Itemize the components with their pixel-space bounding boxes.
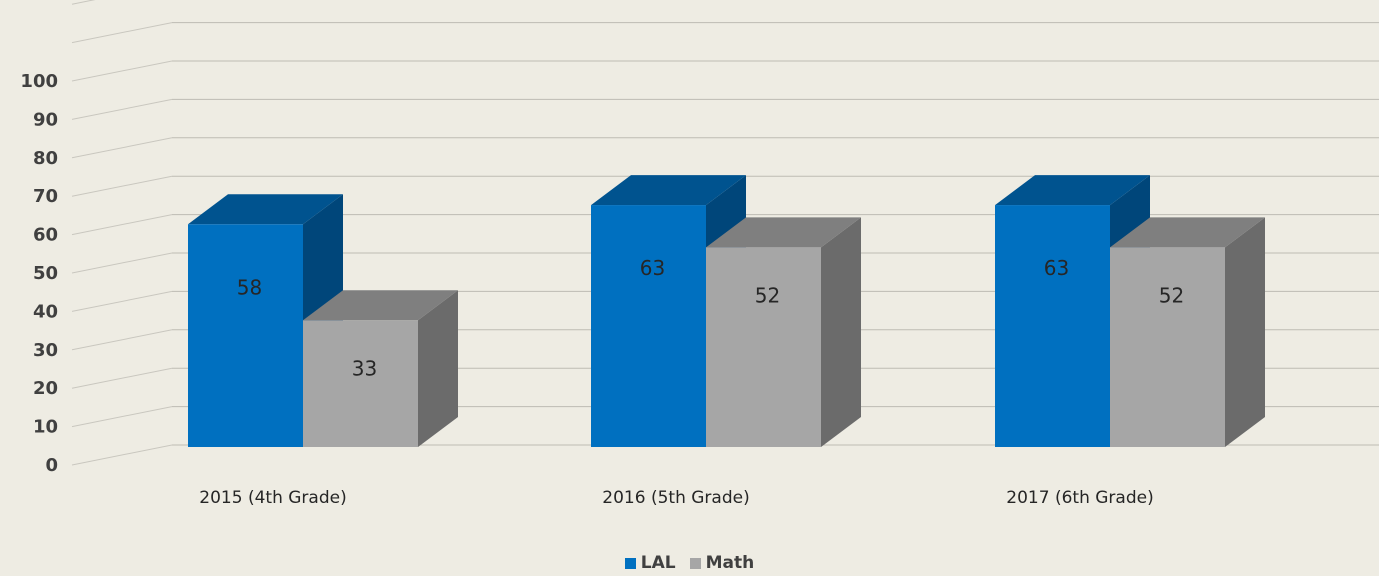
- gridline-side: [71, 367, 173, 389]
- gridline-side: [71, 98, 173, 120]
- data-labels: 58 33 63 52 63 52: [237, 256, 1184, 380]
- y-tick-label: 50: [33, 263, 58, 284]
- legend-label-math: Math: [705, 553, 755, 573]
- legend: LAL Math: [0, 553, 1379, 573]
- y-tick-label: 30: [33, 340, 58, 361]
- x-category-label: 2015 (4th Grade): [199, 488, 346, 508]
- gridline-side: [71, 252, 173, 274]
- bar-math: [1110, 247, 1225, 447]
- gridline-side: [71, 60, 173, 82]
- x-category-label: 2017 (6th Grade): [1006, 488, 1153, 508]
- y-axis-ticks: 0 10 20 30 40 50 60 70 80 90 100: [20, 71, 58, 476]
- bar-lal: [188, 224, 303, 447]
- data-label-lal: 63: [1044, 256, 1069, 280]
- legend-item-lal[interactable]: LAL: [624, 553, 676, 573]
- legend-swatch-math: [689, 557, 701, 569]
- y-tick-label: 10: [33, 417, 58, 438]
- bar-math-top: [1110, 217, 1265, 248]
- x-axis-categories: 2015 (4th Grade) 2016 (5th Grade) 2017 (6t…: [199, 488, 1153, 508]
- gridline-side: [71, 444, 173, 466]
- legend-item-math[interactable]: Math: [689, 553, 755, 573]
- data-label-math: 52: [755, 283, 780, 307]
- gridline-side: [71, 329, 173, 351]
- bar-lal-top: [591, 175, 746, 206]
- gridline-side: [71, 137, 173, 159]
- bar-lal: [995, 205, 1110, 447]
- data-label-math: 52: [1159, 283, 1184, 307]
- y-tick-label: 70: [33, 186, 58, 207]
- x-category-label: 2016 (5th Grade): [602, 488, 749, 508]
- gridline-side: [71, 22, 173, 44]
- gridline-side: [71, 214, 173, 236]
- data-label-math: 33: [352, 356, 377, 380]
- bar-math-side: [821, 217, 861, 447]
- bar-math-side: [418, 290, 458, 447]
- y-tick-label: 0: [45, 455, 58, 476]
- y-tick-label: 80: [33, 148, 58, 169]
- gridline-side: [71, 290, 173, 312]
- gridline-side: [71, 175, 173, 197]
- y-tick-label: 100: [20, 71, 58, 92]
- legend-label-lal: LAL: [640, 553, 676, 573]
- bar-math-top: [706, 217, 861, 248]
- bar-lal-top: [995, 175, 1150, 206]
- y-tick-label: 60: [33, 225, 58, 246]
- bar-lal-top: [188, 194, 343, 225]
- legend-swatch-lal: [624, 557, 636, 569]
- y-tick-label: 40: [33, 301, 58, 322]
- bars: [188, 175, 1265, 447]
- bar-math: [706, 247, 821, 447]
- y-tick-label: 90: [33, 109, 58, 130]
- data-label-lal: 63: [640, 256, 665, 280]
- bar-math-top: [303, 290, 458, 321]
- gridline-side: [71, 406, 173, 428]
- bar-math-side: [1225, 217, 1265, 447]
- gridline-side: [71, 0, 96, 5]
- data-label-lal: 58: [237, 275, 262, 299]
- bar-lal: [591, 205, 706, 447]
- bar-math: [303, 320, 418, 447]
- y-tick-label: 20: [33, 378, 58, 399]
